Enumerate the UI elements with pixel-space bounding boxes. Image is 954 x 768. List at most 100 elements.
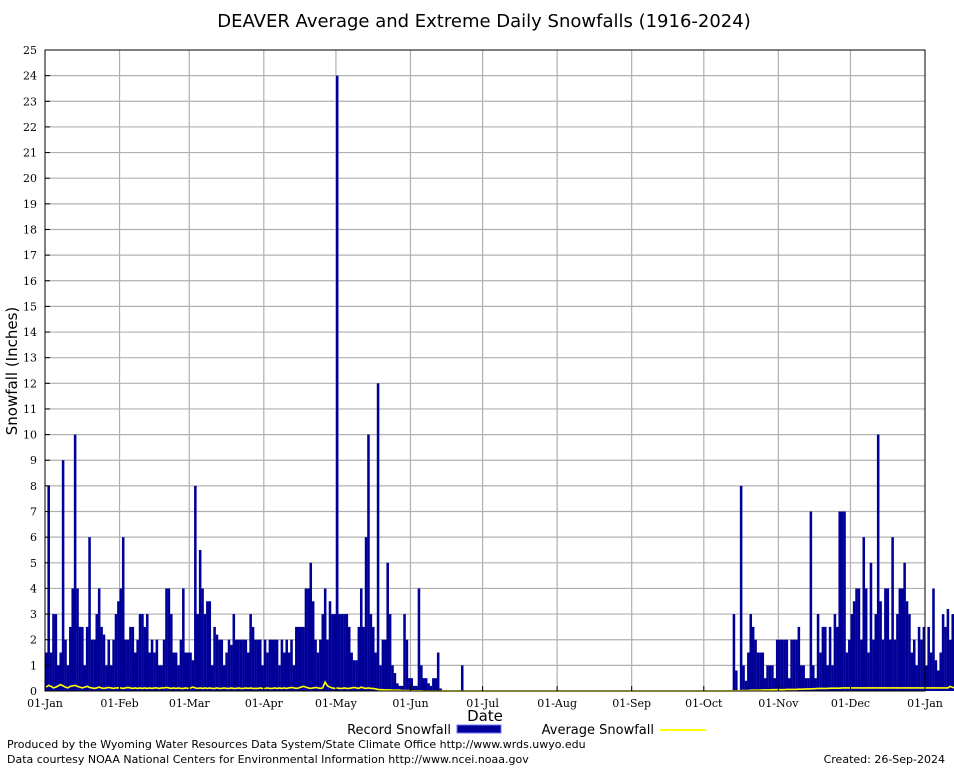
record-bar	[917, 626, 921, 691]
x-tick-label: 01-Oct	[685, 697, 723, 710]
record-bar	[860, 639, 863, 691]
y-tick-label: 5	[30, 557, 37, 570]
record-bar	[256, 639, 260, 691]
record-bar	[225, 652, 228, 691]
record-bar	[848, 639, 851, 691]
record-bar	[408, 678, 411, 691]
record-bar	[355, 660, 358, 691]
record-bar	[371, 626, 375, 691]
record-bar	[220, 639, 224, 691]
record-bar	[792, 639, 796, 691]
record-bar	[384, 639, 387, 691]
y-tick-label: 18	[23, 223, 37, 236]
record-bar	[747, 652, 750, 691]
y-tick-label: 13	[23, 352, 37, 365]
y-tick-label: 0	[30, 685, 37, 698]
plot-frame	[44, 49, 926, 692]
record-bar	[855, 588, 858, 691]
record-bar	[189, 652, 192, 691]
record-bar	[52, 614, 55, 691]
record-bar	[319, 639, 322, 691]
record-bar	[816, 614, 820, 691]
record-bar	[59, 652, 62, 691]
record-bar	[347, 626, 351, 691]
record-bar	[121, 537, 125, 691]
record-bar	[920, 639, 923, 691]
record-bar	[119, 588, 123, 691]
record-bar	[439, 688, 442, 691]
record-bar	[61, 460, 65, 691]
record-bar	[271, 639, 274, 691]
record-bar	[203, 614, 207, 691]
record-bar	[867, 652, 870, 691]
record-bar	[218, 639, 221, 691]
record-bar	[811, 665, 815, 691]
x-tick-label: 01-Aug	[537, 697, 577, 710]
record-bar	[273, 639, 276, 691]
x-tick-label: 01-Mar	[169, 697, 211, 710]
record-bar	[422, 678, 426, 691]
record-bar	[912, 639, 916, 691]
record-bar	[427, 683, 430, 691]
record-bar	[922, 626, 926, 691]
record-bar	[179, 639, 183, 691]
y-tick-label: 10	[23, 429, 37, 442]
record-bar	[321, 614, 325, 691]
y-tick-label: 2	[30, 634, 37, 647]
record-bar	[845, 652, 849, 691]
record-bar	[869, 562, 873, 691]
record-bar	[338, 614, 341, 691]
x-tick-label: 01-Jun	[392, 697, 428, 710]
record-bar	[429, 685, 433, 691]
record-bar	[937, 670, 940, 691]
record-bar	[821, 626, 825, 691]
y-tick-label: 4	[30, 582, 37, 595]
legend: Record Snowfall Average Snowfall	[347, 723, 706, 738]
x-tick-label: 01-Jan	[27, 697, 63, 710]
record-bar	[925, 665, 928, 691]
record-bar	[415, 685, 418, 691]
y-tick-label: 14	[23, 326, 37, 339]
x-tick-label: 01-Nov	[758, 697, 799, 710]
record-bar	[213, 626, 216, 691]
record-bar	[403, 614, 406, 691]
record-bar	[210, 665, 214, 691]
record-bar	[804, 678, 808, 691]
record-bar	[266, 652, 269, 691]
record-bar	[90, 639, 94, 691]
record-bar	[263, 639, 267, 691]
record-bar	[268, 639, 272, 691]
record-bar	[374, 652, 377, 691]
x-tick-label: 01-Jul	[466, 697, 499, 710]
record-bar	[177, 665, 180, 691]
x-axis-label: Date	[467, 707, 503, 725]
record-bar	[165, 588, 168, 691]
record-bar	[85, 626, 89, 691]
record-bar	[290, 639, 293, 691]
record-bar	[850, 614, 854, 691]
record-bar	[751, 626, 755, 691]
record-bar	[768, 665, 772, 691]
record-bar	[405, 639, 409, 691]
record-bar	[299, 626, 303, 691]
record-bar	[150, 639, 154, 691]
record-bar	[170, 614, 173, 691]
record-bar	[292, 665, 296, 691]
record-bar	[78, 626, 82, 691]
record-bar	[915, 665, 918, 691]
y-axis-label: Snowfall (Inches)	[3, 307, 21, 435]
record-bar	[359, 588, 363, 691]
record-bar	[809, 511, 813, 691]
record-bar	[905, 601, 909, 691]
record-bar	[379, 665, 382, 691]
record-bar	[884, 588, 887, 691]
record-bar	[138, 614, 142, 691]
record-bar	[941, 614, 945, 691]
record-bar	[136, 639, 139, 691]
record-bar	[208, 601, 212, 691]
record-bar	[280, 639, 284, 691]
y-tick-label: 12	[23, 377, 37, 390]
record-bar	[732, 614, 736, 691]
record-bar	[174, 652, 178, 691]
